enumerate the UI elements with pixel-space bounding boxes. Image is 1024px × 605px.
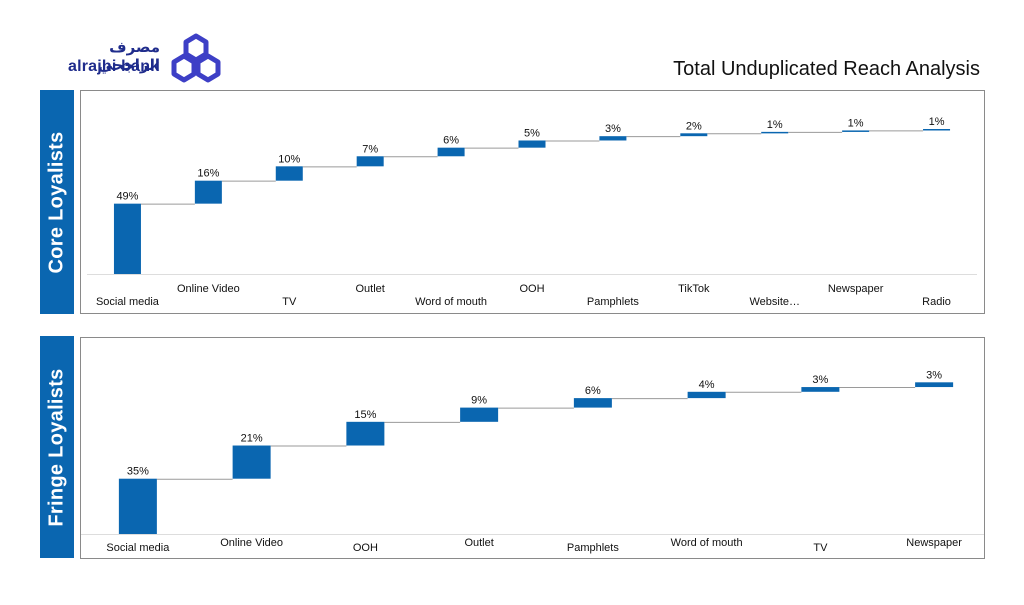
data-label: 4%	[699, 379, 715, 391]
bar-tv	[801, 387, 840, 392]
brand-logo: مصرف الراجحي alrajhi bank	[60, 30, 230, 84]
data-label: 7%	[362, 143, 378, 155]
category-label: Social media	[106, 542, 170, 554]
bar-website	[761, 131, 789, 134]
bar-radio	[923, 129, 951, 131]
data-label: 3%	[605, 123, 621, 135]
bar-outlet	[460, 407, 499, 422]
bar-tiktok	[680, 133, 708, 137]
category-label: Pamphlets	[567, 542, 619, 554]
fringe-loyalists-label: Fringe Loyalists	[45, 367, 68, 527]
data-label: 1%	[848, 117, 864, 129]
data-label: 1%	[767, 119, 783, 131]
fringe-loyalists-chart: 35% Social media 21% Online Video 15% OOH 9% Ou…	[81, 369, 984, 554]
bar-newspaper	[915, 382, 954, 388]
core-loyalists-label: Core Loyalists	[45, 130, 68, 274]
data-label: 49%	[116, 191, 138, 203]
category-label: OOH	[519, 283, 544, 295]
category-label: Pamphlets	[587, 296, 639, 308]
category-label: Outlet	[356, 283, 385, 295]
bar-newspaper	[842, 130, 870, 132]
bar-pamphlets	[599, 136, 627, 141]
bar-social-media	[118, 478, 157, 534]
bar-ooh	[346, 421, 385, 446]
data-label: 6%	[585, 385, 601, 397]
fringe-loyalists-panel: 35% Social media 21% Online Video 15% OOH 9% Ou…	[80, 337, 985, 559]
core-loyalists-chart: 49% Social media 16% Online Video 10% TV 7% Out…	[87, 116, 977, 308]
bar-social-media	[113, 203, 141, 274]
bar-pamphlets	[573, 398, 612, 408]
category-label: Online Video	[177, 283, 240, 295]
bar-ooh	[518, 140, 546, 148]
data-label: 3%	[926, 369, 942, 381]
fringe-loyalists-tab: Fringe Loyalists	[40, 336, 74, 558]
bar-online-video	[232, 445, 271, 479]
category-label: Newspaper	[906, 537, 962, 549]
data-label: 2%	[686, 120, 702, 132]
category-label: OOH	[353, 542, 378, 554]
core-loyalists-panel: 49% Social media 16% Online Video 10% TV 7% Out…	[80, 90, 985, 314]
data-label: 21%	[241, 433, 263, 445]
data-label: 15%	[354, 409, 376, 421]
category-label: TV	[282, 296, 297, 308]
category-label: Word of mouth	[415, 296, 487, 308]
category-label: Radio	[922, 296, 951, 308]
data-label: 6%	[443, 135, 459, 147]
category-label: Outlet	[464, 537, 493, 549]
brand-latin-name: alrajhi bank	[68, 58, 160, 75]
category-label: Social media	[96, 296, 160, 308]
bar-word-of-mouth	[437, 147, 465, 157]
data-label: 5%	[524, 127, 540, 139]
category-label: Word of mouth	[671, 537, 743, 549]
brand-hexagon-icon	[171, 33, 221, 83]
bar-outlet	[356, 156, 384, 167]
bar-word-of-mouth	[687, 391, 726, 399]
data-label: 9%	[471, 395, 487, 407]
data-label: 16%	[197, 168, 219, 180]
brand-arabic-name: مصرف الراجحي	[97, 38, 160, 74]
category-label: TikTok	[678, 283, 710, 295]
data-label: 3%	[812, 374, 828, 386]
category-label: Website…	[749, 296, 800, 308]
page-title: Total Unduplicated Reach Analysis	[673, 58, 980, 80]
core-loyalists-tab: Core Loyalists	[40, 90, 74, 314]
category-label: TV	[813, 542, 828, 554]
data-label: 10%	[278, 153, 300, 165]
data-label: 35%	[127, 466, 149, 478]
category-label: Newspaper	[828, 283, 884, 295]
data-label: 1%	[929, 116, 945, 128]
category-label: Online Video	[220, 537, 283, 549]
bar-online-video	[194, 180, 222, 204]
bar-tv	[275, 166, 303, 181]
